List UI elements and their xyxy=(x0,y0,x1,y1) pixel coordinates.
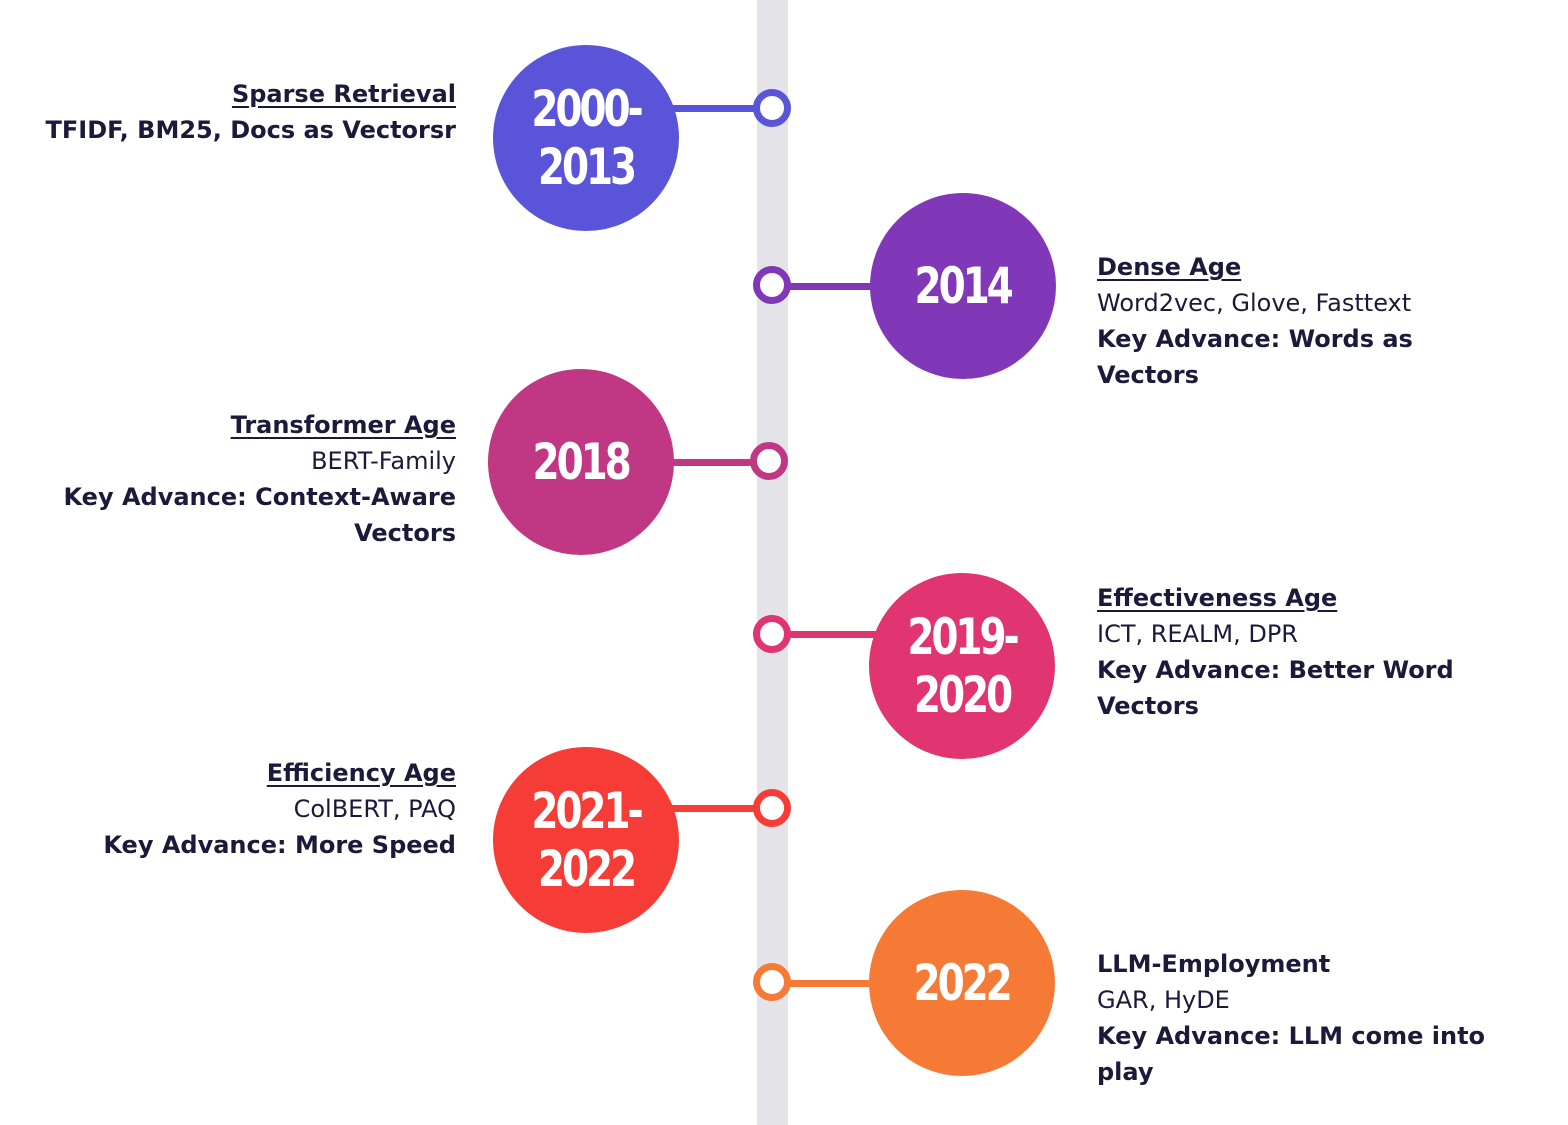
year-label: 2000- 2013 xyxy=(531,80,643,196)
year-circle: 2019- 2020 xyxy=(869,573,1055,759)
timeline-dot xyxy=(753,89,791,127)
connector-line xyxy=(785,980,885,987)
year-label: 2019- 2020 xyxy=(907,608,1019,724)
year-circle: 2014 xyxy=(870,193,1056,379)
year-circle: 2021- 2022 xyxy=(493,747,679,933)
year-label: 2022 xyxy=(913,954,1013,1012)
connector-line xyxy=(785,631,885,638)
event-title: LLM-Employment xyxy=(1097,950,1331,978)
event-label-dense-age: Dense Age Word2vec, Glove, Fasttext Key … xyxy=(1097,249,1477,393)
timeline-axis xyxy=(757,0,788,1125)
year-label: 2014 xyxy=(914,257,1014,315)
event-advance: Key Advance: Better Word Vectors xyxy=(1097,656,1454,720)
event-title: Transformer Age xyxy=(230,411,456,439)
year-circle: 2018 xyxy=(488,369,674,555)
event-label-llm-employment: LLM-Employment GAR, HyDE Key Advance: LL… xyxy=(1097,946,1517,1090)
event-title: Effectiveness Age xyxy=(1097,584,1338,612)
event-methods: Word2vec, Glove, Fasttext xyxy=(1097,289,1412,317)
event-title: Efficiency Age xyxy=(266,759,456,787)
year-circle: 2000- 2013 xyxy=(493,45,679,231)
event-title: Dense Age xyxy=(1097,253,1242,281)
timeline-dot xyxy=(753,789,791,827)
event-label-transformer-age: Transformer Age BERT-Family Key Advance:… xyxy=(16,407,457,551)
timeline-dot xyxy=(750,442,788,480)
timeline-dot xyxy=(753,615,791,653)
connector-line xyxy=(660,805,760,812)
event-methods: GAR, HyDE xyxy=(1097,986,1230,1014)
year-label: 2018 xyxy=(532,433,632,491)
event-advance: Key Advance: Words as Vectors xyxy=(1097,325,1413,389)
event-advance: Key Advance: LLM come into play xyxy=(1097,1022,1486,1086)
event-label-sparse-retrieval: Sparse Retrieval TFIDF, BM25, Docs as Ve… xyxy=(46,76,456,148)
year-circle: 2022 xyxy=(869,890,1055,1076)
event-methods: TFIDF, BM25, Docs as Vectorsr xyxy=(45,116,456,144)
connector-line xyxy=(660,105,760,112)
event-label-effectiveness-age: Effectiveness Age ICT, REALM, DPR Key Ad… xyxy=(1097,580,1497,724)
timeline-dot xyxy=(753,266,791,304)
event-label-efficiency-age: Efficiency Age ColBERT, PAQ Key Advance:… xyxy=(103,755,456,863)
event-title: Sparse Retrieval xyxy=(231,80,456,108)
event-methods: ICT, REALM, DPR xyxy=(1097,620,1298,648)
year-label: 2021- 2022 xyxy=(531,782,643,898)
connector-line xyxy=(660,459,760,466)
event-advance: Key Advance: Context-Aware Vectors xyxy=(63,483,457,547)
event-advance: Key Advance: More Speed xyxy=(103,831,456,859)
timeline-dot xyxy=(753,963,791,1001)
event-methods: ColBERT, PAQ xyxy=(293,795,456,823)
connector-line xyxy=(785,283,885,290)
event-methods: BERT-Family xyxy=(311,447,456,475)
